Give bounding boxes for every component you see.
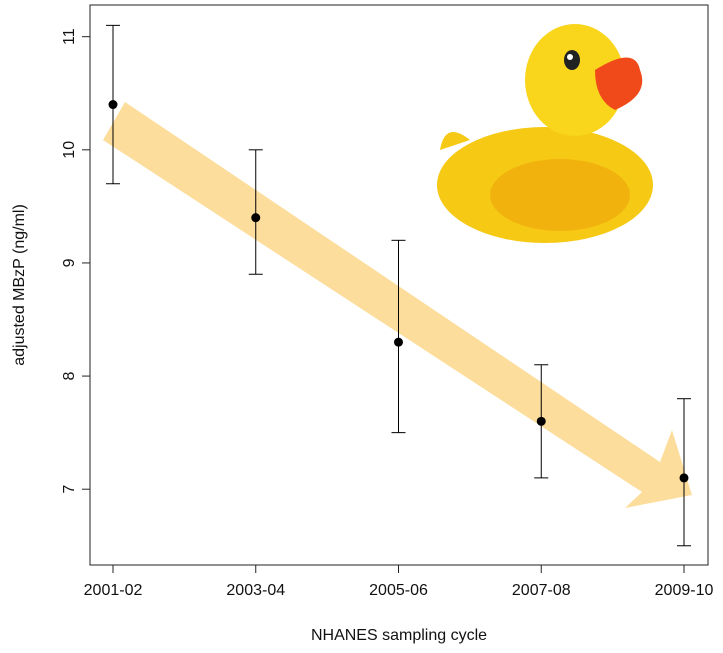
x-tick-label: 2001-02 xyxy=(84,582,143,599)
y-tick-label: 10 xyxy=(61,141,78,159)
x-tick-label: 2007-08 xyxy=(512,582,571,599)
y-tick-label: 7 xyxy=(61,485,78,494)
point xyxy=(537,417,546,426)
point xyxy=(109,100,118,109)
y-tick-label: 11 xyxy=(61,28,78,45)
x-tick-label: 2003-04 xyxy=(226,582,285,599)
x-tick-label: 2009-10 xyxy=(655,582,714,599)
y-tick-label: 9 xyxy=(61,258,78,267)
chart: NHANES sampling cycle adjusted MBzP (ng/… xyxy=(0,0,723,653)
point xyxy=(251,213,260,222)
duck-illustration xyxy=(437,24,653,243)
y-tick-label: 8 xyxy=(61,372,78,381)
point xyxy=(394,338,403,347)
x-axis-label: NHANES sampling cycle xyxy=(311,627,487,644)
y-axis-label: adjusted MBzP (ng/ml) xyxy=(11,204,28,366)
point xyxy=(680,473,689,482)
x-tick-label: 2005-06 xyxy=(369,582,428,599)
